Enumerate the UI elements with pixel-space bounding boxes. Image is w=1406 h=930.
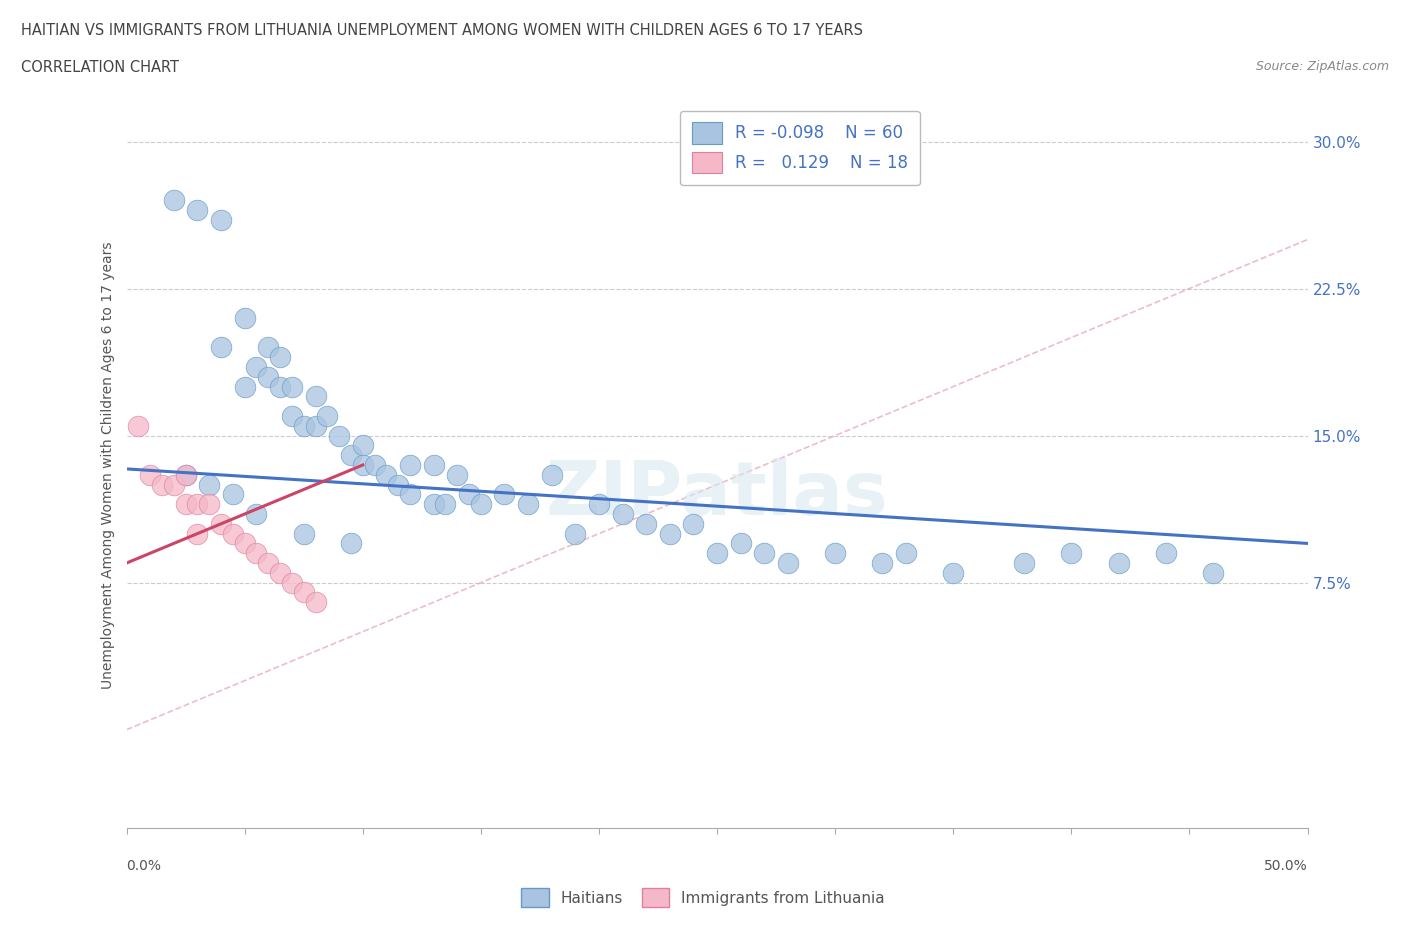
Point (540, 468, 562, 483)
Point (174, 468, 197, 483)
Point (198, 497, 221, 512)
Point (257, 555, 280, 570)
Point (422, 497, 444, 512)
Point (139, 468, 162, 483)
Point (186, 203, 208, 218)
Point (257, 340, 280, 355)
Point (174, 468, 197, 483)
Point (222, 487, 245, 502)
Point (304, 389, 326, 404)
Point (269, 565, 291, 580)
Point (269, 379, 291, 394)
Point (304, 595, 326, 610)
Point (257, 369, 280, 384)
Point (564, 526, 586, 541)
Point (517, 497, 540, 512)
Point (1202, 565, 1225, 580)
Point (706, 546, 728, 561)
Point (245, 360, 267, 375)
Point (434, 497, 457, 512)
Point (163, 193, 186, 207)
Point (872, 555, 894, 570)
Point (399, 458, 422, 472)
Point (174, 497, 197, 512)
Point (470, 497, 492, 512)
Point (340, 447, 363, 462)
Point (186, 497, 208, 512)
Point (209, 340, 232, 355)
Point (1012, 555, 1035, 570)
Point (281, 575, 304, 590)
Point (281, 379, 304, 394)
Point (245, 546, 267, 561)
Point (682, 516, 704, 531)
Point (292, 585, 315, 600)
Point (233, 311, 256, 325)
Text: ZIPatlas: ZIPatlas (546, 458, 889, 530)
Point (233, 379, 256, 394)
Legend: Haitians, Immigrants from Lithuania: Haitians, Immigrants from Lithuania (515, 883, 891, 913)
Point (776, 555, 799, 570)
Point (340, 536, 363, 551)
Point (209, 516, 232, 531)
Point (316, 408, 339, 423)
Point (245, 507, 267, 522)
Text: 0.0%: 0.0% (127, 858, 162, 872)
Point (387, 477, 409, 492)
Point (588, 497, 610, 512)
Point (352, 458, 374, 472)
Point (754, 546, 776, 561)
Point (894, 546, 917, 561)
Point (1108, 555, 1130, 570)
Point (375, 468, 398, 483)
Point (446, 468, 468, 483)
Point (198, 477, 221, 492)
Point (824, 546, 846, 561)
Point (422, 458, 444, 472)
Point (458, 487, 481, 502)
Legend: R = -0.098    N = 60, R =   0.129    N = 18: R = -0.098 N = 60, R = 0.129 N = 18 (681, 111, 920, 185)
Point (233, 536, 256, 551)
Text: 50.0%: 50.0% (1264, 858, 1308, 872)
Point (328, 428, 350, 443)
Point (292, 526, 315, 541)
Point (942, 565, 965, 580)
Point (399, 487, 422, 502)
Point (269, 350, 291, 365)
Point (304, 418, 326, 433)
Point (1154, 546, 1177, 561)
Point (658, 526, 681, 541)
Point (1060, 546, 1083, 561)
Point (186, 526, 208, 541)
Point (281, 408, 304, 423)
Point (363, 458, 385, 472)
Point (127, 418, 149, 433)
Text: HAITIAN VS IMMIGRANTS FROM LITHUANIA UNEMPLOYMENT AMONG WOMEN WITH CHILDREN AGES: HAITIAN VS IMMIGRANTS FROM LITHUANIA UNE… (21, 23, 863, 38)
Y-axis label: Unemployment Among Women with Children Ages 6 to 17 years: Unemployment Among Women with Children A… (101, 241, 115, 689)
Point (730, 536, 752, 551)
Point (209, 212, 232, 227)
Point (494, 487, 516, 502)
Point (612, 507, 634, 522)
Point (163, 477, 186, 492)
Point (222, 526, 245, 541)
Point (636, 516, 658, 531)
Point (352, 438, 374, 453)
Text: Source: ZipAtlas.com: Source: ZipAtlas.com (1256, 60, 1389, 73)
Point (292, 418, 315, 433)
Point (150, 477, 173, 492)
Text: CORRELATION CHART: CORRELATION CHART (21, 60, 179, 75)
